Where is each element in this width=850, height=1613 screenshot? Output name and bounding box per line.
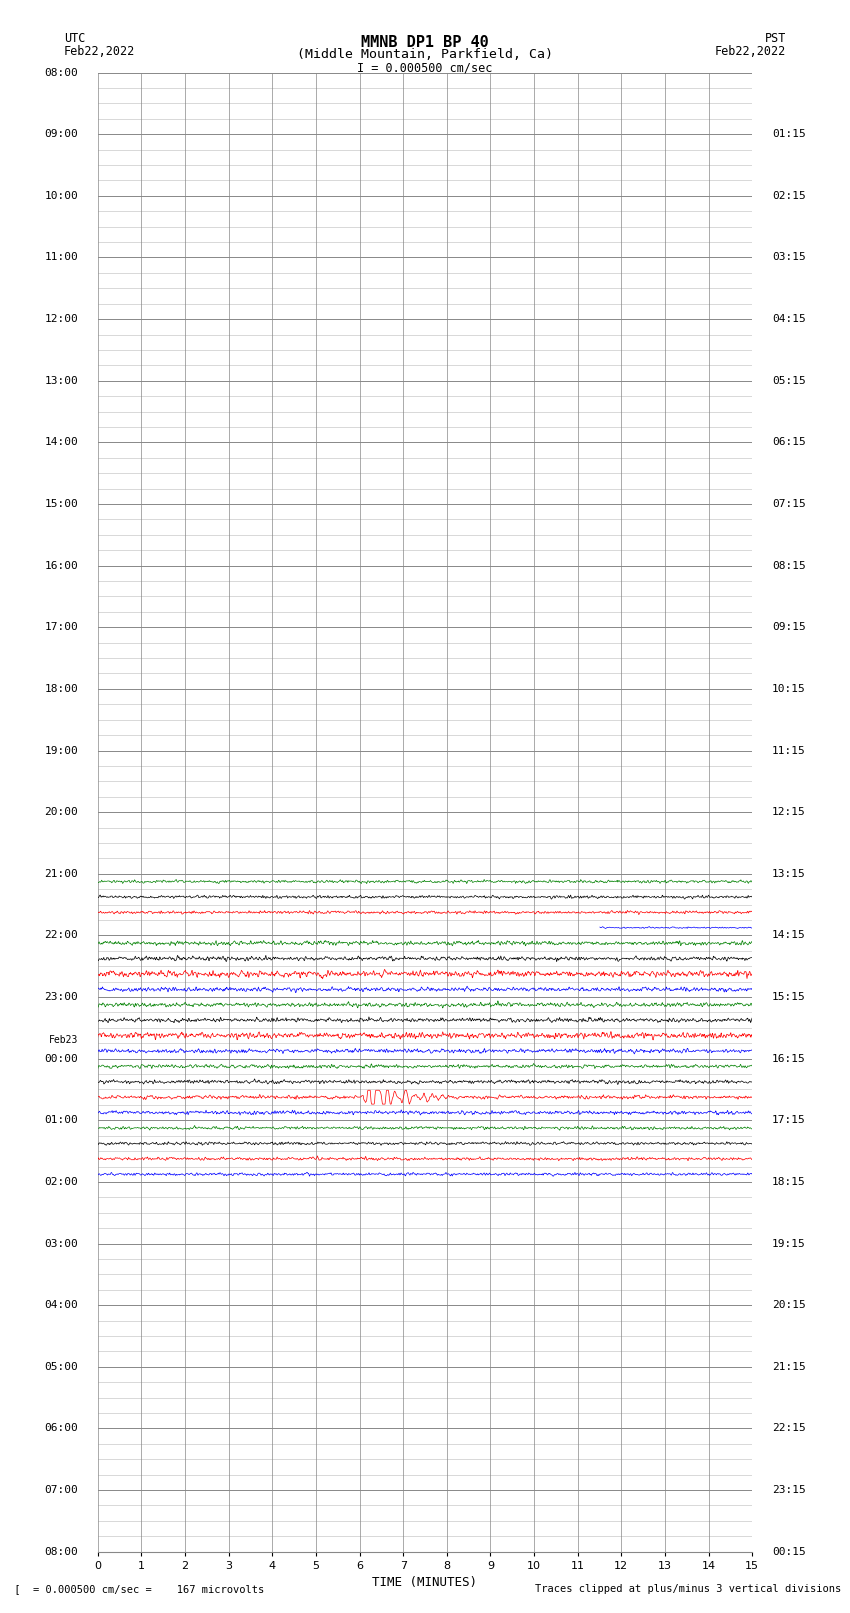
Text: MMNB DP1 BP 40: MMNB DP1 BP 40 (361, 35, 489, 50)
Text: 12:15: 12:15 (772, 806, 806, 818)
Text: 14:00: 14:00 (44, 437, 78, 447)
Text: 04:00: 04:00 (44, 1300, 78, 1310)
Text: 18:15: 18:15 (772, 1177, 806, 1187)
Text: 19:00: 19:00 (44, 745, 78, 755)
Text: 11:00: 11:00 (44, 253, 78, 263)
Text: 15:00: 15:00 (44, 498, 78, 510)
Text: 13:00: 13:00 (44, 376, 78, 386)
Text: 08:00: 08:00 (44, 1547, 78, 1557)
Text: 21:15: 21:15 (772, 1361, 806, 1371)
Text: 16:00: 16:00 (44, 561, 78, 571)
Text: 01:00: 01:00 (44, 1115, 78, 1126)
Text: Feb23: Feb23 (48, 1036, 78, 1045)
Text: 07:15: 07:15 (772, 498, 806, 510)
Text: 10:15: 10:15 (772, 684, 806, 694)
Text: 15:15: 15:15 (772, 992, 806, 1002)
Text: 11:15: 11:15 (772, 745, 806, 755)
Text: I = 0.000500 cm/sec: I = 0.000500 cm/sec (357, 61, 493, 74)
Text: 23:15: 23:15 (772, 1486, 806, 1495)
Text: 20:15: 20:15 (772, 1300, 806, 1310)
Text: 21:00: 21:00 (44, 869, 78, 879)
Text: 19:15: 19:15 (772, 1239, 806, 1248)
X-axis label: TIME (MINUTES): TIME (MINUTES) (372, 1576, 478, 1589)
Text: 07:00: 07:00 (44, 1486, 78, 1495)
Text: 02:15: 02:15 (772, 190, 806, 202)
Text: 16:15: 16:15 (772, 1053, 806, 1063)
Text: 05:15: 05:15 (772, 376, 806, 386)
Text: 09:00: 09:00 (44, 129, 78, 139)
Text: 03:15: 03:15 (772, 253, 806, 263)
Text: 13:15: 13:15 (772, 869, 806, 879)
Text: [  = 0.000500 cm/sec =    167 microvolts: [ = 0.000500 cm/sec = 167 microvolts (8, 1584, 264, 1594)
Text: 01:15: 01:15 (772, 129, 806, 139)
Text: UTC: UTC (64, 32, 85, 45)
Text: 06:15: 06:15 (772, 437, 806, 447)
Text: 02:00: 02:00 (44, 1177, 78, 1187)
Text: 00:00: 00:00 (44, 1053, 78, 1063)
Text: 09:15: 09:15 (772, 623, 806, 632)
Text: 17:00: 17:00 (44, 623, 78, 632)
Text: 08:00: 08:00 (44, 68, 78, 77)
Text: (Middle Mountain, Parkfield, Ca): (Middle Mountain, Parkfield, Ca) (297, 48, 553, 61)
Text: 20:00: 20:00 (44, 806, 78, 818)
Text: 05:00: 05:00 (44, 1361, 78, 1371)
Text: Feb22,2022: Feb22,2022 (715, 45, 786, 58)
Text: 14:15: 14:15 (772, 931, 806, 940)
Text: 04:15: 04:15 (772, 315, 806, 324)
Text: PST: PST (765, 32, 786, 45)
Text: 06:00: 06:00 (44, 1423, 78, 1434)
Text: Feb22,2022: Feb22,2022 (64, 45, 135, 58)
Text: 23:00: 23:00 (44, 992, 78, 1002)
Text: 22:00: 22:00 (44, 931, 78, 940)
Text: 18:00: 18:00 (44, 684, 78, 694)
Text: 10:00: 10:00 (44, 190, 78, 202)
Text: 00:15: 00:15 (772, 1547, 806, 1557)
Text: 03:00: 03:00 (44, 1239, 78, 1248)
Text: 12:00: 12:00 (44, 315, 78, 324)
Text: 22:15: 22:15 (772, 1423, 806, 1434)
Text: 08:15: 08:15 (772, 561, 806, 571)
Text: 17:15: 17:15 (772, 1115, 806, 1126)
Text: Traces clipped at plus/minus 3 vertical divisions: Traces clipped at plus/minus 3 vertical … (536, 1584, 842, 1594)
